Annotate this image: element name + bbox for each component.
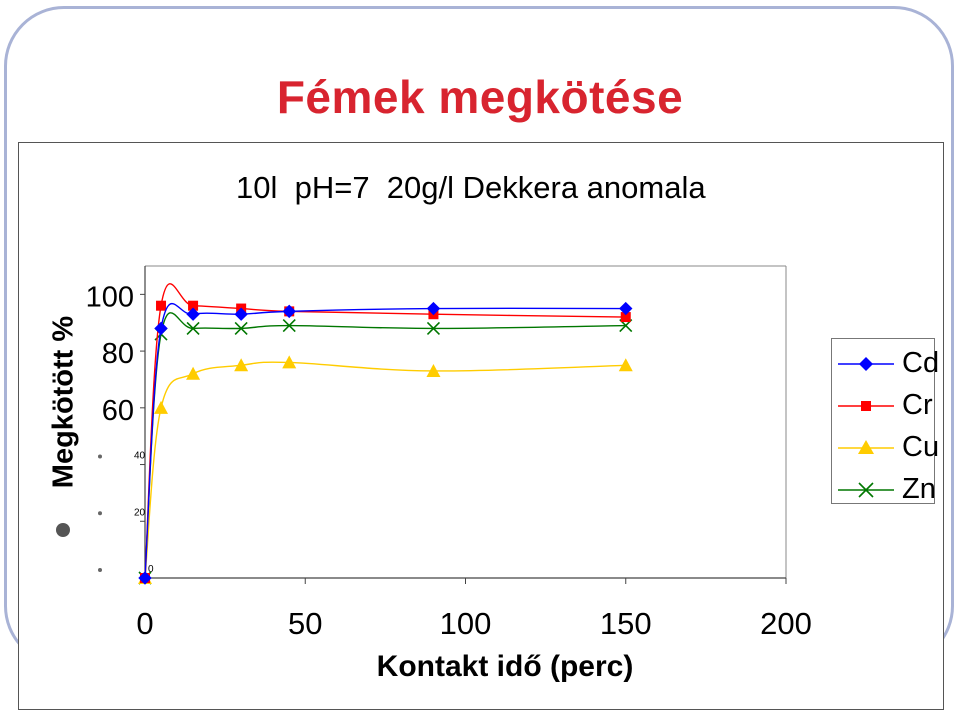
series-line-cd xyxy=(144,302,626,579)
x-tick-label: 150 xyxy=(600,606,652,641)
chart-title: 10l pH=7 20g/l Dekkera anomala xyxy=(236,170,706,205)
legend-item-cu: Cu xyxy=(836,429,940,469)
data-point-cu xyxy=(186,366,201,380)
legend-marker xyxy=(861,401,871,411)
data-point-cr xyxy=(188,300,199,311)
legend-label: Zn xyxy=(902,473,936,505)
data-point-cd xyxy=(619,301,633,316)
y-tick-label: 100 xyxy=(86,281,134,313)
legend-item-zn: Zn xyxy=(836,471,936,511)
data-point-cu xyxy=(426,363,441,377)
legend-marker xyxy=(858,482,874,498)
data-point-cd xyxy=(186,307,200,321)
legend-marker xyxy=(859,357,873,371)
x-tick-label: 100 xyxy=(440,606,492,641)
data-point-cu xyxy=(234,358,249,372)
bullet-dot xyxy=(56,523,70,537)
data-point-cr xyxy=(620,312,631,323)
x-tick-label: 200 xyxy=(760,606,812,641)
x-axis-label: Kontakt idő (perc) xyxy=(376,650,634,683)
x-tick-label: 50 xyxy=(288,606,322,641)
y-tick-label-small: 40 xyxy=(134,451,146,462)
legend-label: Cu xyxy=(902,431,940,463)
legend-marker xyxy=(858,440,874,454)
data-point-cr xyxy=(156,300,167,311)
data-point-cd xyxy=(234,307,248,321)
slide-title: Fémek megkötése xyxy=(276,71,684,123)
data-point-zn xyxy=(426,321,441,335)
y-tick-label: 80 xyxy=(102,338,134,370)
data-point-cu xyxy=(282,355,297,369)
bullet-point xyxy=(98,568,102,572)
legend-swatch xyxy=(838,440,894,454)
data-point-cd xyxy=(154,321,168,336)
y-tick-label: 60 xyxy=(102,395,134,427)
y-tick-label-small: 0 xyxy=(148,564,154,575)
data-point-cd xyxy=(282,304,296,319)
legend-item-cd: Cd xyxy=(836,345,940,385)
data-point-cu xyxy=(618,358,633,372)
data-point-zn xyxy=(234,321,248,335)
data-point-zn xyxy=(186,321,200,335)
data-point-zn xyxy=(282,318,296,333)
chart-legend: Cd Cr Cu Zn xyxy=(831,338,940,505)
bullet-point xyxy=(98,511,102,516)
chart-area xyxy=(18,142,944,710)
data-point-cu xyxy=(154,400,169,414)
series-line-cu xyxy=(144,361,626,579)
series-line-zn xyxy=(144,312,626,579)
data-point-cd xyxy=(138,571,152,585)
y-tick-label-small: 20 xyxy=(134,507,146,518)
legend-swatch xyxy=(838,401,894,411)
bullet-point xyxy=(98,454,102,459)
legend-item-cr: Cr xyxy=(836,387,936,427)
legend-label: Cr xyxy=(902,389,933,421)
legend-swatch xyxy=(838,357,894,371)
data-point-cd xyxy=(426,301,441,316)
legend-label: Cd xyxy=(902,347,940,379)
x-tick-label: 0 xyxy=(136,606,153,641)
legend-swatch xyxy=(838,482,894,498)
